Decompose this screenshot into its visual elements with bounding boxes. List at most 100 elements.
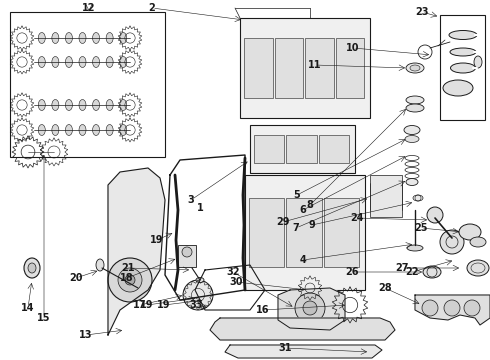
Ellipse shape (470, 237, 486, 247)
Bar (245, 175, 365, 290)
Bar (370, 175, 402, 217)
Text: 25: 25 (414, 223, 428, 233)
Ellipse shape (120, 57, 127, 68)
Circle shape (422, 300, 438, 316)
Text: 17: 17 (133, 300, 147, 310)
Ellipse shape (449, 31, 477, 40)
Text: 2: 2 (148, 3, 155, 13)
Text: 19: 19 (150, 235, 164, 245)
Circle shape (303, 301, 317, 315)
Text: 33: 33 (189, 300, 203, 310)
Ellipse shape (407, 245, 423, 251)
Ellipse shape (93, 57, 99, 68)
Ellipse shape (93, 99, 99, 111)
Ellipse shape (79, 57, 86, 68)
Ellipse shape (79, 125, 86, 135)
Text: 19: 19 (140, 300, 154, 310)
Ellipse shape (120, 125, 127, 135)
Polygon shape (108, 168, 165, 335)
Ellipse shape (28, 263, 36, 273)
Bar (10, 12, 165, 157)
Bar (178, 245, 196, 267)
Text: 14: 14 (21, 303, 35, 313)
Ellipse shape (93, 125, 99, 135)
Polygon shape (278, 288, 345, 330)
Bar (244, 38, 272, 98)
Bar (318, 135, 349, 163)
Text: 20: 20 (69, 273, 83, 283)
Bar (274, 38, 303, 98)
Ellipse shape (38, 32, 45, 44)
Text: 23: 23 (415, 7, 429, 17)
Ellipse shape (404, 126, 420, 135)
Text: 27: 27 (395, 263, 409, 273)
Bar (324, 198, 359, 267)
Text: 19: 19 (157, 300, 171, 310)
Ellipse shape (410, 65, 420, 71)
Circle shape (183, 280, 213, 310)
Text: 22: 22 (405, 267, 419, 277)
Polygon shape (210, 318, 395, 340)
Ellipse shape (106, 32, 113, 44)
Text: 29: 29 (276, 217, 290, 227)
Ellipse shape (96, 259, 104, 271)
Circle shape (427, 207, 443, 223)
Circle shape (108, 258, 152, 302)
Ellipse shape (66, 125, 73, 135)
Text: 8: 8 (307, 200, 314, 210)
Text: 11: 11 (308, 60, 322, 70)
Text: 3: 3 (188, 195, 195, 205)
Text: 31: 31 (278, 343, 292, 353)
Ellipse shape (474, 56, 482, 68)
Ellipse shape (196, 278, 204, 283)
Ellipse shape (52, 57, 59, 68)
Ellipse shape (66, 57, 73, 68)
Bar (440, 15, 485, 120)
Polygon shape (415, 295, 490, 325)
Ellipse shape (443, 80, 473, 96)
Ellipse shape (413, 195, 423, 201)
Text: 12: 12 (82, 3, 96, 13)
Text: 16: 16 (256, 305, 270, 315)
Ellipse shape (120, 32, 127, 44)
Text: 4: 4 (299, 255, 306, 265)
Circle shape (125, 275, 135, 285)
Text: 18: 18 (120, 273, 134, 283)
Ellipse shape (406, 96, 424, 104)
Ellipse shape (38, 57, 45, 68)
Bar (249, 198, 284, 267)
Text: 13: 13 (79, 330, 93, 340)
Text: 28: 28 (378, 283, 392, 293)
Ellipse shape (52, 32, 59, 44)
Text: 21: 21 (121, 263, 135, 273)
Text: 32: 32 (226, 267, 240, 277)
Ellipse shape (66, 32, 73, 44)
Ellipse shape (406, 179, 418, 185)
Ellipse shape (66, 99, 73, 111)
Text: 10: 10 (346, 43, 360, 53)
Ellipse shape (405, 135, 419, 143)
Text: 26: 26 (345, 267, 359, 277)
Ellipse shape (406, 104, 424, 112)
Text: 30: 30 (229, 277, 243, 287)
Bar (336, 38, 364, 98)
Ellipse shape (38, 125, 45, 135)
Circle shape (182, 247, 192, 257)
Ellipse shape (24, 258, 40, 278)
Bar (250, 125, 355, 173)
Text: 24: 24 (350, 213, 364, 223)
Ellipse shape (423, 266, 441, 278)
Circle shape (440, 230, 464, 254)
Ellipse shape (93, 32, 99, 44)
Text: 1: 1 (196, 203, 203, 213)
Circle shape (295, 293, 325, 323)
Text: 6: 6 (299, 205, 306, 215)
Ellipse shape (450, 63, 475, 73)
Bar (240, 18, 370, 118)
Ellipse shape (106, 57, 113, 68)
Ellipse shape (79, 99, 86, 111)
Ellipse shape (120, 99, 127, 111)
Circle shape (118, 268, 142, 292)
Circle shape (444, 300, 460, 316)
Circle shape (464, 300, 480, 316)
